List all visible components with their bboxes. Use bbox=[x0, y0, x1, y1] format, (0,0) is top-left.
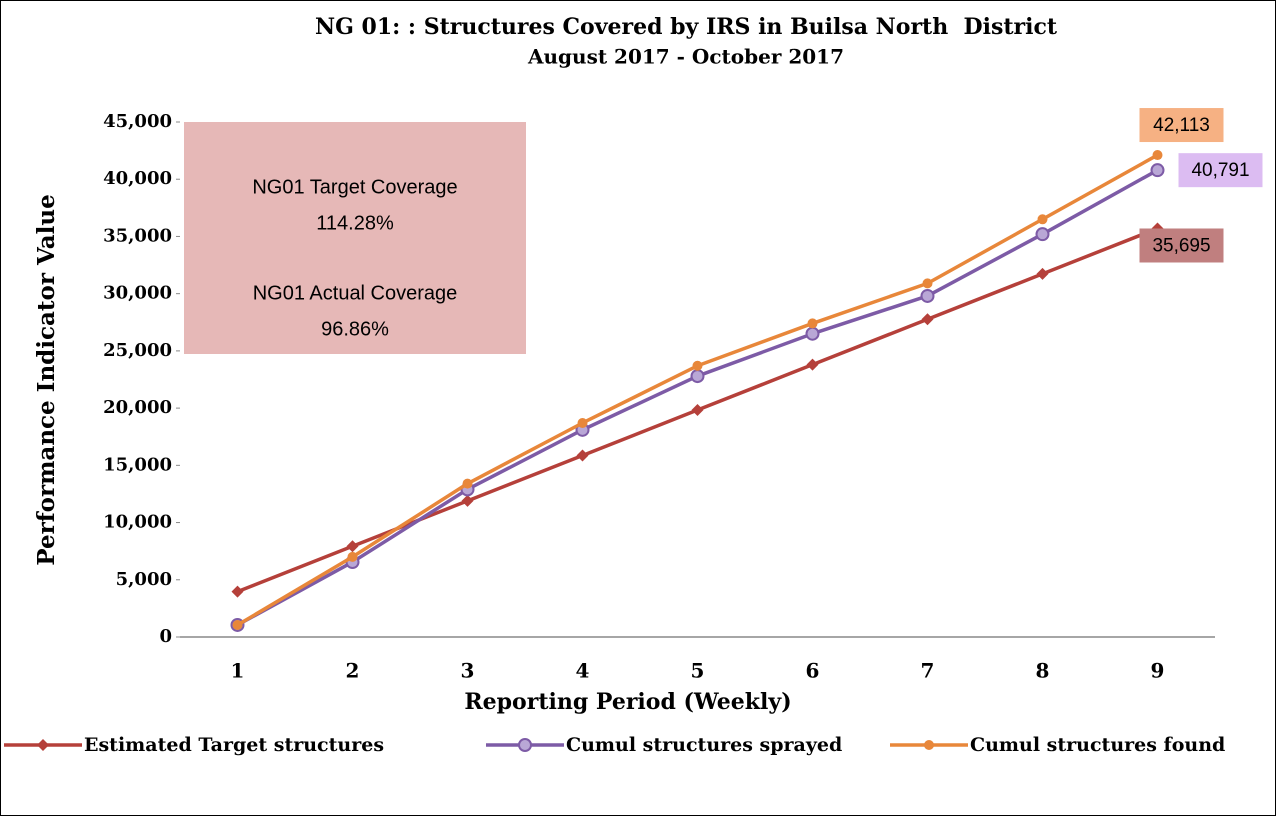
x-tick-label: 7 bbox=[921, 659, 935, 683]
marker bbox=[347, 551, 358, 562]
marker bbox=[691, 404, 704, 417]
y-tick-label: 35,000 bbox=[103, 225, 172, 246]
data-label: 35,695 bbox=[1152, 236, 1210, 257]
marker bbox=[920, 288, 935, 303]
marker bbox=[232, 619, 243, 630]
marker bbox=[461, 494, 474, 507]
legend-label: Cumul structures found bbox=[970, 734, 1225, 756]
x-tick-label: 8 bbox=[1036, 659, 1050, 683]
chart-subtitle: August 2017 - October 2017 bbox=[527, 45, 844, 69]
x-axis-title: Reporting Period (Weekly) bbox=[464, 689, 791, 715]
y-axis-title: Performance Indicator Value bbox=[33, 194, 60, 565]
x-tick-label: 9 bbox=[1151, 659, 1165, 683]
x-tick-label: 4 bbox=[576, 659, 590, 683]
annotation: NG01 Target Coverage bbox=[252, 176, 457, 198]
data-label-box bbox=[1139, 108, 1224, 143]
marker bbox=[924, 740, 934, 750]
y-tick-label: 10,000 bbox=[103, 512, 172, 533]
marker bbox=[807, 318, 818, 329]
legend-label: Cumul structures sprayed bbox=[566, 734, 842, 756]
y-tick-label: 5,000 bbox=[116, 569, 172, 590]
y-tick-label: 45,000 bbox=[103, 111, 172, 132]
chart-title: NG 01: : Structures Covered by IRS in Bu… bbox=[315, 14, 1058, 40]
x-tick-label: 6 bbox=[806, 659, 820, 683]
marker bbox=[577, 417, 588, 428]
marker bbox=[37, 739, 49, 751]
y-tick-label: 0 bbox=[159, 626, 172, 647]
marker bbox=[922, 278, 933, 289]
marker bbox=[1035, 227, 1050, 242]
y-tick-label: 40,000 bbox=[103, 168, 172, 189]
annotation: 96.86% bbox=[321, 318, 389, 340]
marker bbox=[576, 449, 589, 462]
legend-label: Estimated Target structures bbox=[84, 734, 384, 756]
marker bbox=[1152, 150, 1163, 161]
data-label-box bbox=[1178, 153, 1263, 188]
data-label-box bbox=[1139, 228, 1224, 263]
marker bbox=[462, 478, 473, 489]
annotation: NG01 Actual Coverage bbox=[253, 282, 458, 304]
x-tick-label: 2 bbox=[346, 659, 360, 683]
y-tick-label: 15,000 bbox=[103, 454, 172, 475]
marker bbox=[346, 540, 359, 553]
marker bbox=[1036, 267, 1049, 280]
y-tick-label: 25,000 bbox=[103, 340, 172, 361]
marker bbox=[805, 326, 820, 341]
annotation: 114.28% bbox=[316, 212, 394, 234]
x-tick-label: 1 bbox=[231, 659, 245, 683]
marker bbox=[690, 369, 705, 384]
marker bbox=[231, 585, 244, 598]
marker bbox=[692, 360, 703, 371]
x-tick-label: 3 bbox=[461, 659, 475, 683]
marker bbox=[518, 738, 532, 752]
marker bbox=[806, 358, 819, 371]
marker bbox=[1037, 214, 1048, 225]
data-label: 40,791 bbox=[1191, 160, 1249, 181]
x-tick-label: 5 bbox=[691, 659, 705, 683]
annotation-box bbox=[184, 122, 526, 354]
marker bbox=[921, 313, 934, 326]
marker bbox=[1150, 163, 1165, 178]
y-tick-label: 20,000 bbox=[103, 397, 172, 418]
y-tick-label: 30,000 bbox=[103, 283, 172, 304]
data-label: 42,113 bbox=[1153, 115, 1210, 136]
